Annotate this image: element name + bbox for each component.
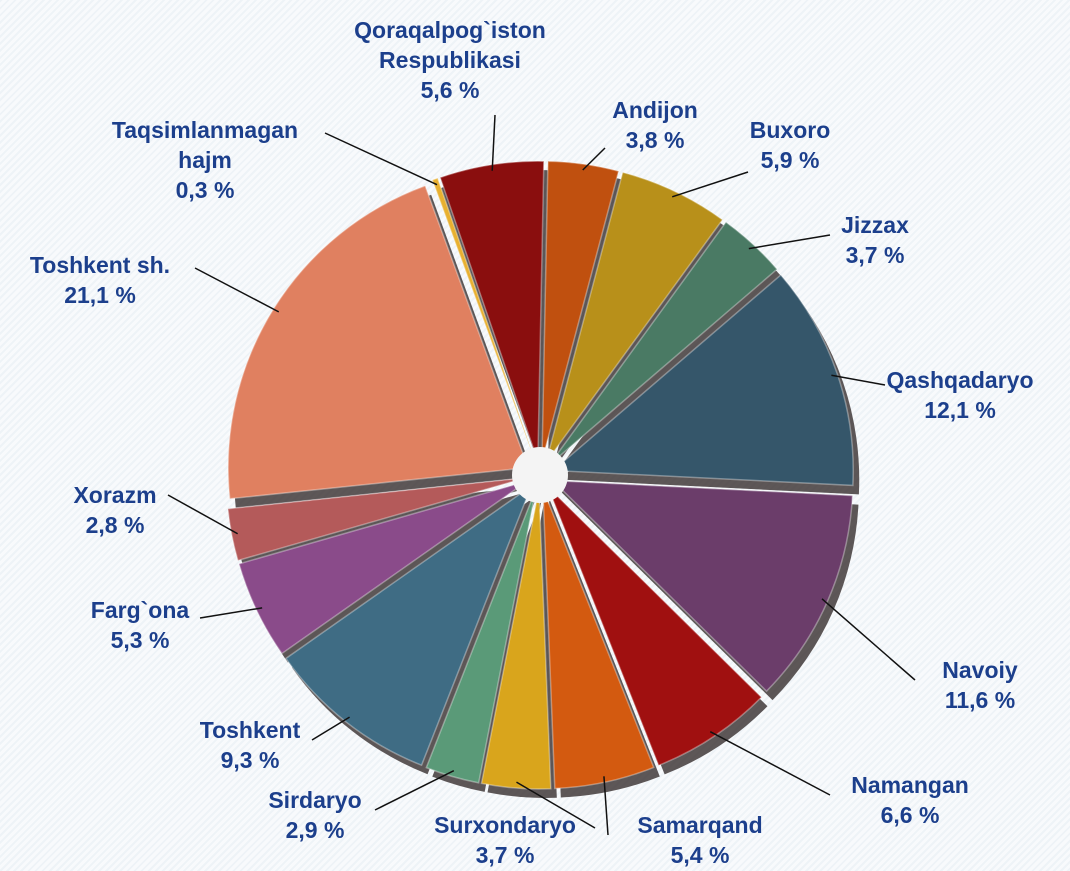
slice-label: Jizzax 3,7 % (841, 210, 909, 270)
category-label: Qashqadaryo (886, 367, 1034, 393)
slice (550, 479, 854, 693)
center-hole (512, 447, 568, 503)
slice (431, 177, 537, 463)
slice-label: Sirdaryo 2,9 % (268, 785, 361, 845)
value-label: 3,7 % (845, 242, 905, 268)
slice-label: Qoraqalpog`iston Respublikasi 5,6 % (325, 15, 575, 105)
value-label: 12,1 % (924, 397, 996, 423)
slice (480, 488, 552, 790)
slice-label: Farg`ona 5,3 % (91, 595, 189, 655)
value-label: 2,8 % (85, 512, 145, 538)
leader-line (516, 781, 596, 829)
value-label: 6,6 % (880, 802, 940, 828)
leader-line (199, 607, 263, 619)
leader-line (748, 234, 831, 250)
leader-line (671, 171, 749, 198)
leader-line (194, 267, 280, 313)
value-label: 5,9 % (760, 147, 820, 173)
value-label: 3,7 % (475, 842, 535, 868)
leader-line (709, 730, 831, 796)
leader-line (831, 374, 886, 386)
value-label: 2,9 % (285, 817, 345, 843)
value-label: 0,3 % (175, 177, 235, 203)
slice-label: Surxondaryo 3,7 % (434, 810, 576, 870)
value-label: 11,6 % (944, 687, 1016, 713)
slice (551, 273, 854, 487)
leader-line (603, 776, 609, 836)
slice (541, 160, 620, 462)
category-label: Toshkent sh. (29, 252, 171, 278)
value-label: 21,1 % (64, 282, 136, 308)
slice-label: Taqsimlanmagan hajm 0,3 % (90, 115, 320, 205)
category-label: Namangan (851, 772, 969, 798)
category-label: Farg`ona (90, 597, 190, 623)
slice (545, 171, 724, 463)
leader-line (167, 494, 239, 535)
slice (227, 476, 527, 562)
slice-label: Samarqand 5,4 % (637, 810, 762, 870)
slice (439, 160, 545, 462)
category-label: Taqsimlanmagan hajm (111, 117, 299, 173)
category-label: Surxondaryo (434, 812, 576, 838)
category-label: Jizzax (841, 212, 909, 238)
slice-label: Navoiy 11,6 % (942, 655, 1017, 715)
slice (425, 488, 537, 784)
leader-line (311, 716, 350, 741)
value-label: 5,3 % (110, 627, 170, 653)
slice (547, 486, 763, 767)
leader-line (821, 598, 916, 681)
slice-label: Xorazm 2,8 % (73, 480, 156, 540)
leader-line (324, 132, 438, 186)
category-label: Qoraqalpog`iston Respublikasi (354, 17, 546, 73)
leader-line (374, 770, 455, 811)
slice-label: Andijon 3,8 % (612, 95, 698, 155)
value-label: 9,3 % (220, 747, 280, 773)
category-label: Xorazm (73, 482, 157, 508)
value-label: 3,8 % (625, 127, 685, 153)
slice-label: Namangan 6,6 % (851, 770, 969, 830)
leader-line (582, 147, 606, 171)
category-label: Navoiy (942, 657, 1018, 683)
slice-label: Qashqadaryo 12,1 % (887, 365, 1034, 425)
slice-label: Buxoro 5,9 % (750, 115, 831, 175)
slice-label: Toshkent sh. 21,1 % (30, 250, 170, 310)
category-label: Samarqand (637, 812, 763, 838)
category-label: Buxoro (749, 117, 831, 143)
slice (238, 480, 528, 655)
leader-line (491, 114, 496, 171)
slice-label: Toshkent 9,3 % (200, 715, 301, 775)
category-label: Sirdaryo (268, 787, 362, 813)
slice (548, 221, 779, 466)
slice (284, 483, 533, 767)
slice (542, 488, 655, 790)
value-label: 5,6 % (420, 77, 480, 103)
value-label: 5,4 % (670, 842, 730, 868)
category-label: Andijon (612, 97, 698, 123)
category-label: Toshkent (199, 717, 301, 743)
